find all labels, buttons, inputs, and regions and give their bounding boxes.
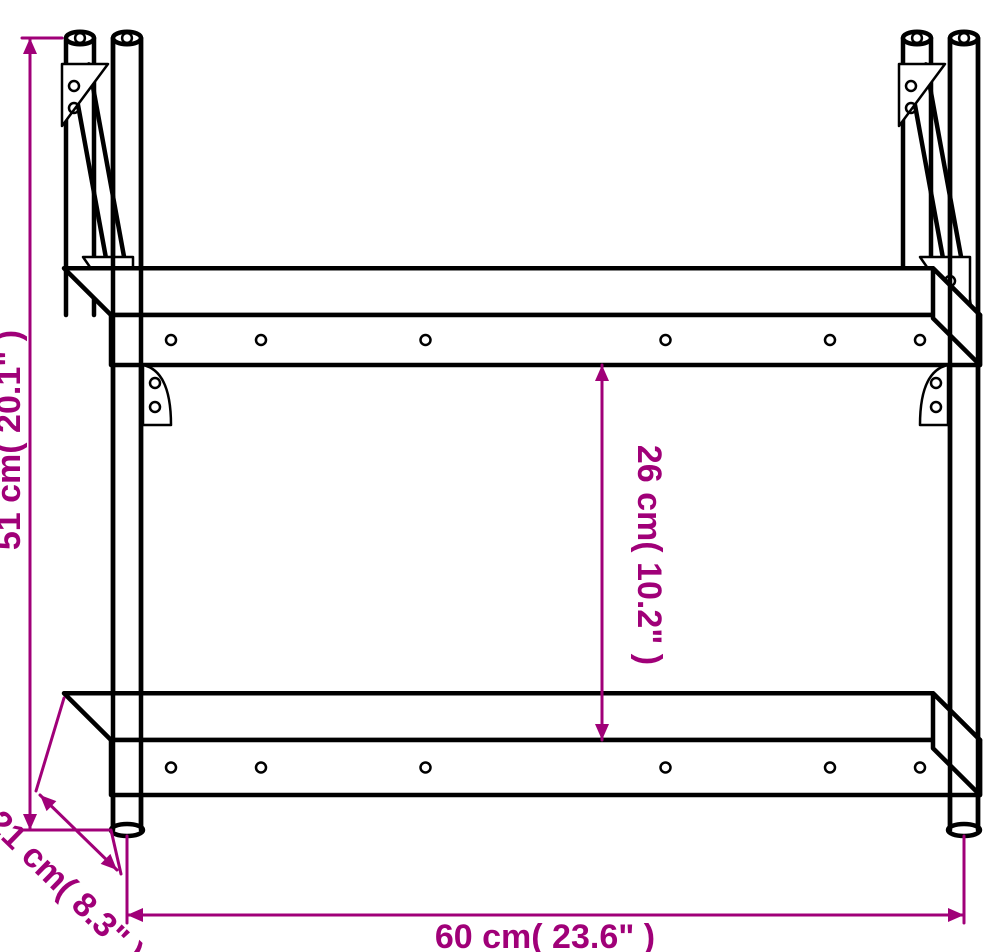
dimension-lines: 51 cm( 20.1" ) 26 cm( 10.2" ) 60 cm( 23.6"… (0, 38, 964, 952)
product-drawing (62, 32, 980, 836)
dim-inner-height-label: 26 cm( 10.2" ) (630, 445, 668, 665)
dim-width-label: 60 cm( 23.6" ) (435, 918, 655, 952)
dim-height-label: 51 cm( 20.1" ) (0, 330, 28, 550)
